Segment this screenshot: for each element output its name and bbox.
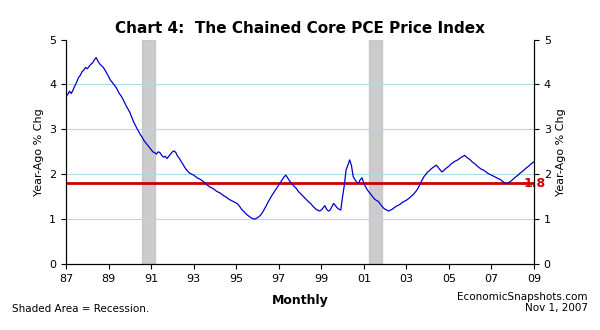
Title: Chart 4:  The Chained Core PCE Price Index: Chart 4: The Chained Core PCE Price Inde… [115, 21, 485, 36]
Text: Shaded Area = Recession.: Shaded Area = Recession. [12, 304, 149, 314]
Text: EconomicSnapshots.com
Nov 1, 2007: EconomicSnapshots.com Nov 1, 2007 [458, 292, 588, 314]
Y-axis label: Year-Ago % Chg: Year-Ago % Chg [556, 108, 566, 196]
Bar [369, 40, 382, 264]
Text: 1.8: 1.8 [523, 177, 545, 190]
Bar [142, 40, 155, 264]
Text: Monthly: Monthly [272, 294, 328, 307]
Y-axis label: Year-Ago % Chg: Year-Ago % Chg [34, 108, 44, 196]
